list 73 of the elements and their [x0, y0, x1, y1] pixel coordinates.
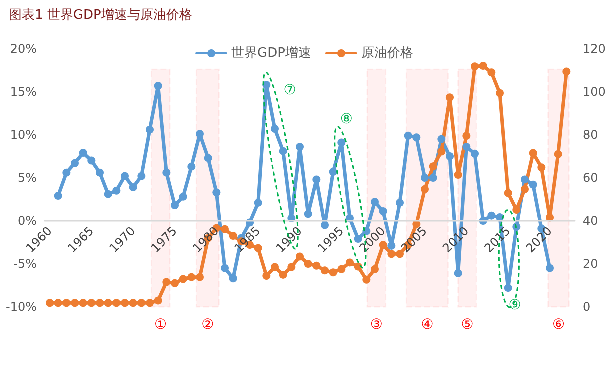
point	[446, 152, 454, 160]
point	[471, 150, 479, 158]
point	[504, 284, 512, 292]
point	[488, 212, 496, 220]
point	[162, 168, 171, 177]
point	[304, 210, 312, 218]
point	[188, 162, 196, 171]
point	[79, 149, 88, 158]
point	[388, 242, 396, 250]
band-label: ②	[202, 316, 214, 333]
point	[296, 143, 304, 152]
point	[462, 143, 471, 152]
y-tick-label: 10%	[10, 128, 37, 142]
annotation: ⑧	[340, 112, 353, 128]
point	[379, 208, 388, 216]
y2-tick-label: 100	[583, 85, 606, 99]
y2-tick-label: 60	[583, 171, 598, 185]
point	[371, 198, 379, 206]
point	[129, 183, 138, 192]
point	[212, 188, 221, 197]
point	[112, 186, 121, 195]
annotation: ⑦	[284, 82, 296, 98]
point	[121, 172, 129, 180]
point	[146, 126, 154, 134]
band-label: ③	[370, 316, 383, 333]
point	[62, 168, 71, 177]
y2-tick-label: 0	[583, 300, 591, 314]
y-tick-label: -5%	[14, 257, 37, 271]
point	[154, 82, 162, 90]
legend-label: 世界GDP增速	[232, 46, 312, 61]
y-tick-label: 15%	[10, 85, 37, 99]
band-label: ①	[154, 316, 168, 333]
point	[104, 190, 112, 198]
point	[254, 198, 262, 207]
point	[279, 147, 288, 156]
band-label: ④	[421, 316, 434, 333]
point	[271, 124, 279, 133]
y-tick-label: 20%	[10, 42, 37, 56]
y2-tick-label: 120	[583, 42, 606, 56]
y2-tick-label: 20	[583, 257, 598, 271]
y2-tick-label: 40	[583, 214, 598, 228]
point	[71, 159, 79, 168]
point	[171, 202, 179, 210]
point	[221, 264, 229, 272]
point	[412, 134, 421, 142]
y-tick-label: 5%	[18, 171, 37, 185]
y2-tick-label: 80	[583, 128, 598, 142]
band-label: ⑥	[552, 316, 566, 333]
chart-title: 图表1 世界GDP增速与原油价格	[9, 8, 192, 23]
point	[429, 174, 438, 182]
point	[196, 130, 204, 138]
y-tick-label: -10%	[6, 300, 37, 314]
point	[438, 135, 446, 144]
legend-label: 原油价格	[361, 46, 414, 61]
point	[329, 168, 338, 176]
point	[96, 168, 104, 177]
point	[521, 176, 529, 184]
point	[229, 274, 238, 283]
point	[88, 156, 96, 165]
point	[546, 264, 554, 272]
point	[179, 192, 188, 201]
point	[138, 172, 146, 180]
point	[54, 192, 62, 200]
point	[312, 176, 321, 184]
point	[404, 132, 412, 140]
point	[529, 180, 538, 189]
band-label: ⑤	[461, 316, 474, 333]
point	[396, 198, 404, 207]
point	[454, 269, 462, 278]
point	[338, 138, 346, 147]
point	[204, 154, 212, 162]
point	[421, 174, 429, 182]
y-tick-label: 0%	[18, 214, 37, 228]
